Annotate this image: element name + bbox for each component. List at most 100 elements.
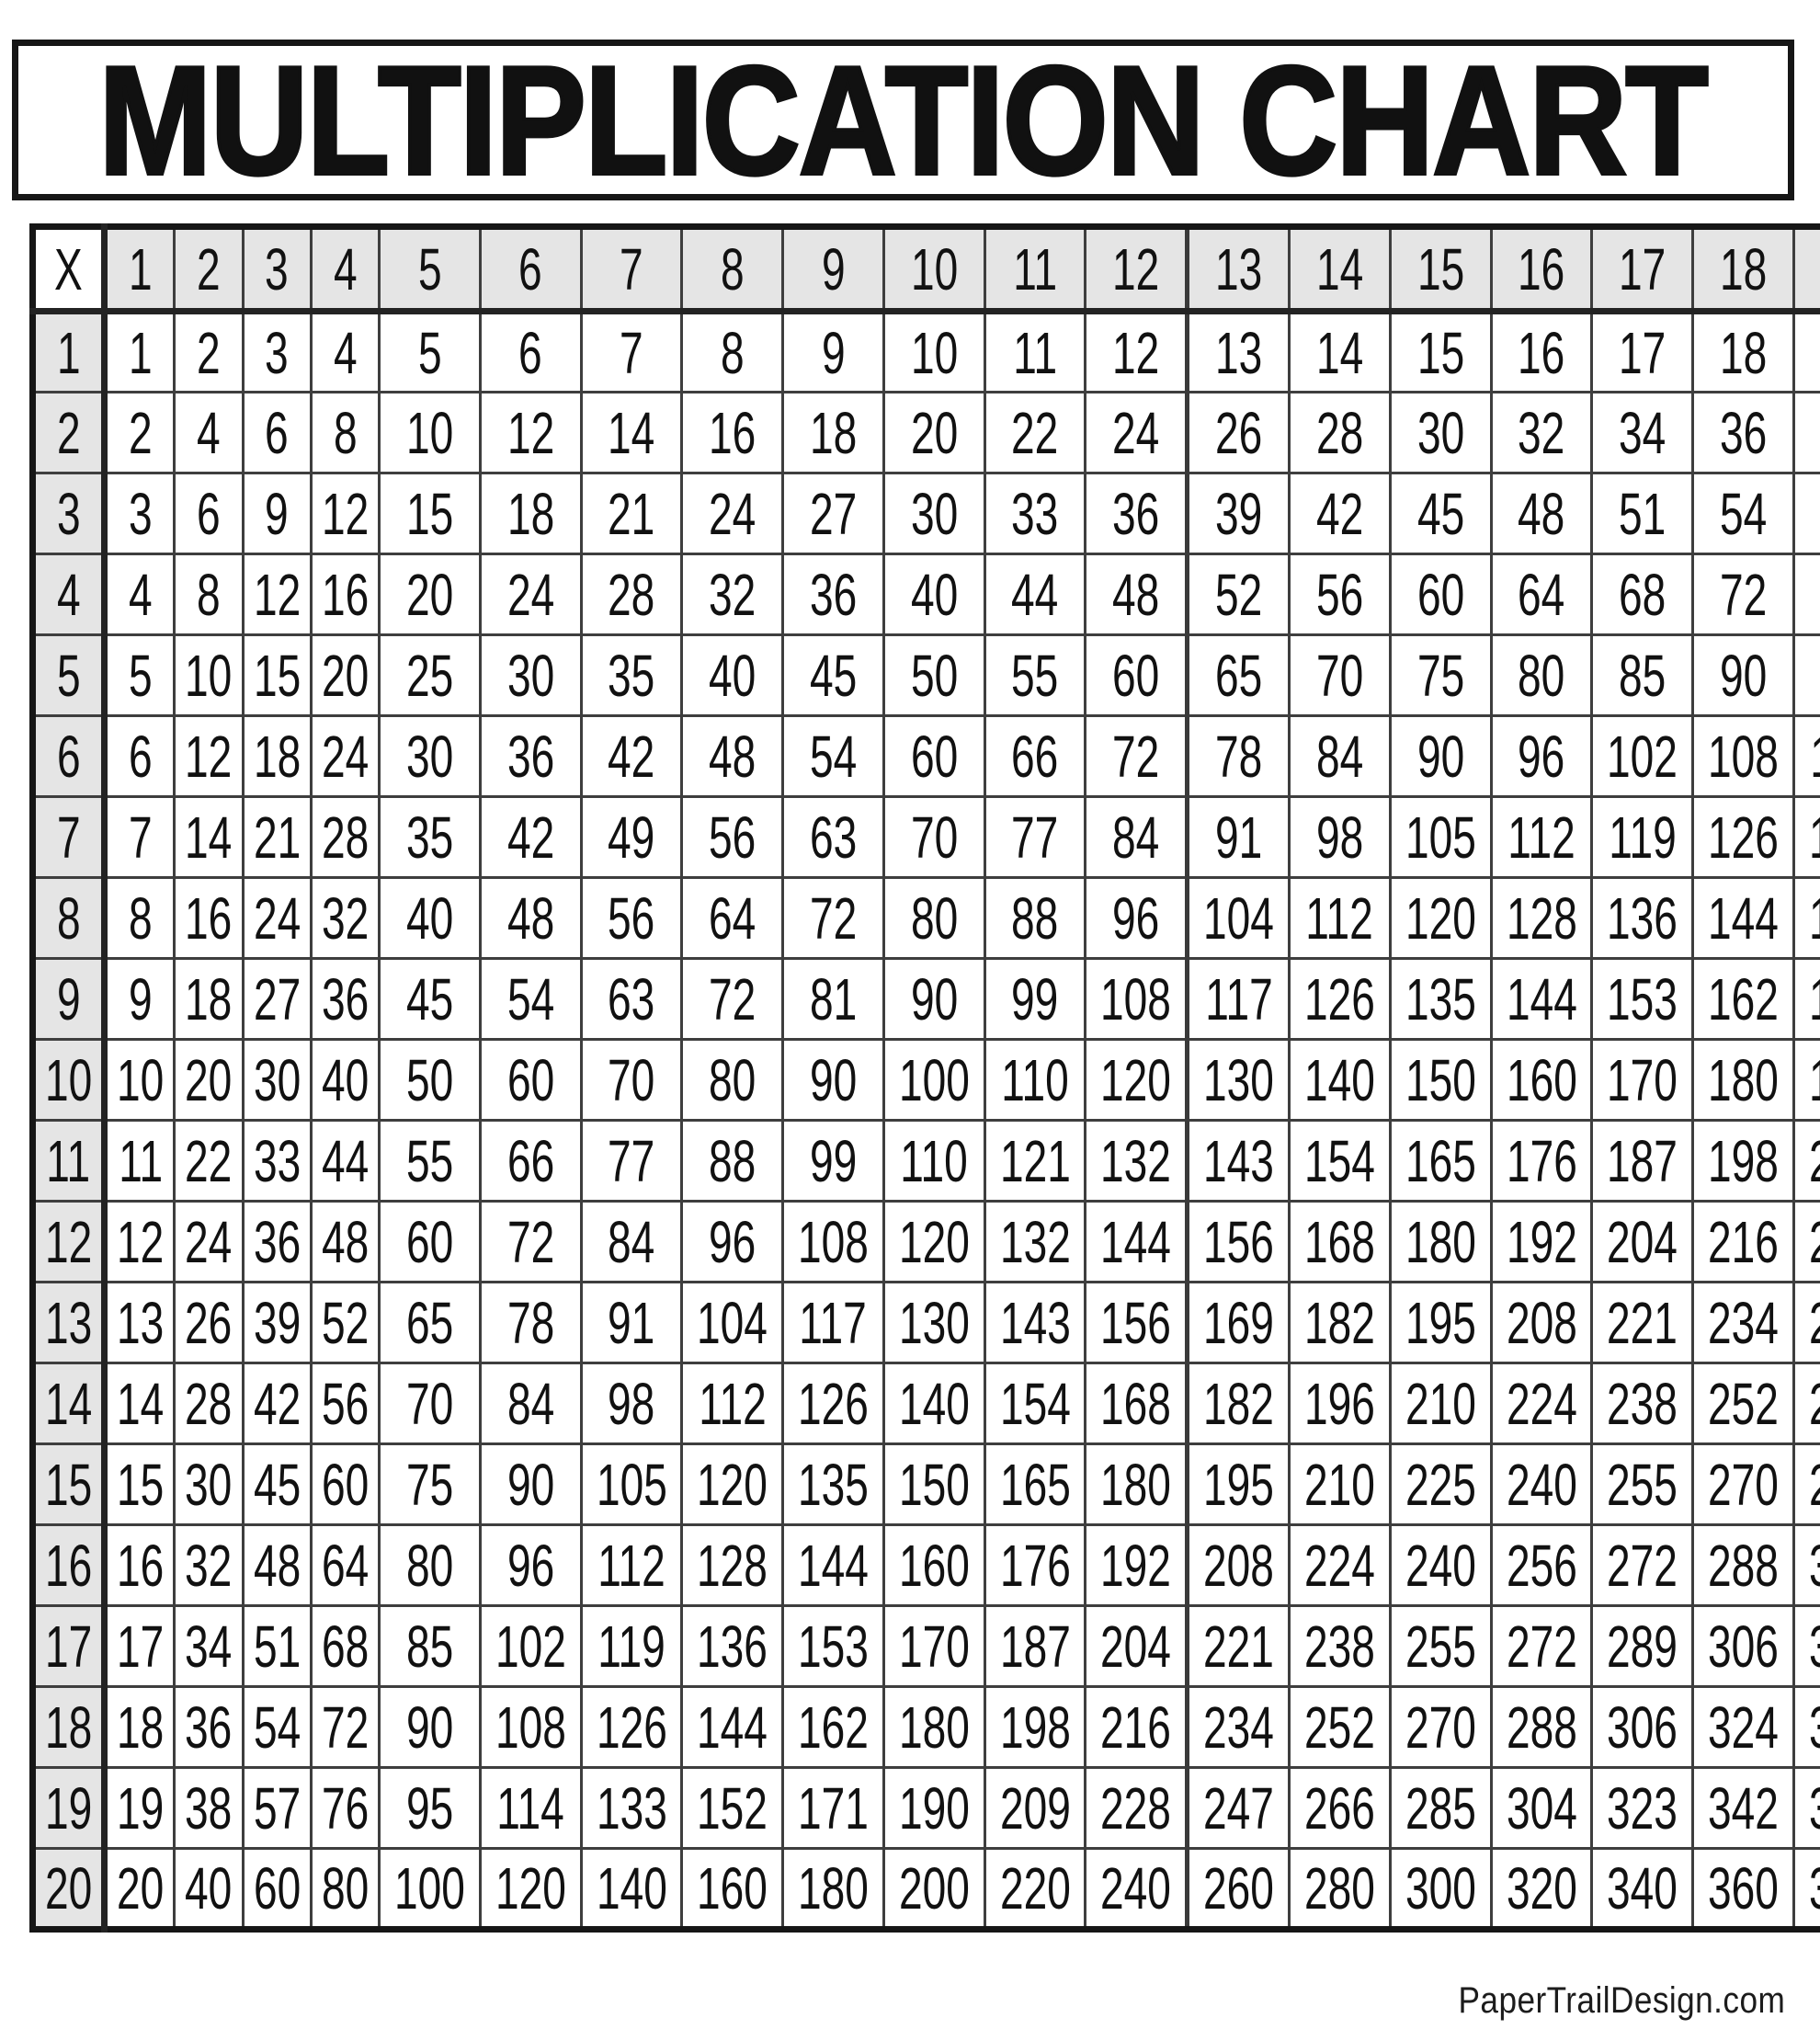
- product-cell-value: 12: [321, 480, 369, 547]
- product-cell-value: 52: [321, 1289, 369, 1356]
- product-cell-value: 12: [117, 1208, 165, 1275]
- product-cell: 180: [1691, 1038, 1795, 1122]
- product-cell: 156: [1185, 1200, 1291, 1283]
- product-cell: 48: [1084, 553, 1189, 636]
- product-cell-value: 28: [321, 804, 369, 871]
- product-cell: 40: [882, 553, 986, 636]
- product-cell: 60: [1084, 633, 1189, 717]
- product-cell: 30: [1388, 391, 1493, 474]
- product-cell-value: 70: [608, 1046, 655, 1113]
- product-cell-value: 30: [253, 1046, 301, 1113]
- product-cell-value: 28: [608, 561, 655, 628]
- product-cell: 108: [781, 1200, 885, 1283]
- product-cell-value: 90: [1719, 642, 1768, 709]
- product-cell-value: 95: [405, 1774, 453, 1841]
- product-cell: 126: [1287, 957, 1392, 1041]
- product-cell: 112: [1287, 876, 1392, 960]
- product-cell-value: 60: [321, 1451, 369, 1518]
- product-cell: 110: [882, 1119, 986, 1203]
- product-cell: 136: [1590, 876, 1695, 960]
- row-header-value: 15: [44, 1451, 93, 1518]
- product-cell-value: 14: [608, 399, 655, 466]
- product-cell-value: 32: [321, 884, 369, 952]
- product-cell-value: 78: [506, 1289, 554, 1356]
- product-cell-value: 13: [1214, 319, 1263, 386]
- table-row: 16 16 32 48 64 80 96 112 128 144 160 176 192 208 224 24…: [30, 1523, 1820, 1607]
- product-cell-value: 108: [1708, 723, 1779, 790]
- table-row: 66 12 18 24 30 36 42 48 54 60 66 72 78 84 90 96 102 108 11…: [30, 714, 1820, 798]
- product-cell-value: 120: [898, 1208, 970, 1275]
- product-cell: 247: [1185, 1766, 1291, 1850]
- product-cell: 288: [1691, 1523, 1795, 1607]
- product-cell: 135: [781, 1442, 885, 1526]
- product-cell: 209: [1792, 1119, 1820, 1203]
- product-cell: 30: [173, 1442, 245, 1526]
- product-cell-value: 380: [1809, 1859, 1820, 1918]
- product-cell: 36: [1084, 472, 1189, 555]
- product-cell: 285: [1792, 1442, 1820, 1526]
- product-cell-value: 2: [128, 399, 153, 466]
- product-cell: 21: [241, 795, 313, 879]
- product-cell-value: 288: [1506, 1693, 1577, 1761]
- product-cell-value: 168: [1100, 1370, 1172, 1437]
- product-cell-value: 34: [1619, 399, 1666, 466]
- column-header-value: 3: [265, 235, 289, 302]
- product-cell-value: 98: [1315, 804, 1363, 871]
- product-cell: 80: [377, 1523, 482, 1607]
- product-cell: 324: [1691, 1685, 1795, 1769]
- product-cell-value: 5: [128, 642, 153, 709]
- product-cell-value: 14: [117, 1370, 165, 1437]
- page-title: MULTIPLICATION CHART: [97, 40, 1711, 200]
- product-cell: 6: [241, 391, 313, 474]
- product-cell: 12: [103, 1200, 176, 1283]
- product-cell-value: 18: [185, 965, 233, 1032]
- product-cell-value: 56: [1315, 561, 1363, 628]
- product-cell: 144: [1691, 876, 1795, 960]
- product-cell-value: 216: [1708, 1208, 1779, 1275]
- table-row: 18 18 36 54 72 90 108 126 144 162 180 198 216 234 252 2…: [30, 1685, 1820, 1769]
- product-cell: 208: [1185, 1523, 1291, 1607]
- product-cell: 224: [1489, 1362, 1594, 1445]
- product-cell: 55: [983, 633, 1087, 717]
- product-cell-value: 132: [999, 1208, 1071, 1275]
- product-cell: 304: [1489, 1766, 1594, 1850]
- product-cell: 126: [579, 1685, 684, 1769]
- product-cell: 102: [478, 1604, 583, 1688]
- product-cell-value: 30: [185, 1451, 233, 1518]
- product-cell-value: 15: [117, 1451, 165, 1518]
- product-cell-value: 169: [1203, 1289, 1275, 1356]
- product-cell: 54: [241, 1685, 313, 1769]
- product-cell-value: 195: [1405, 1289, 1476, 1356]
- product-cell: 119: [579, 1604, 684, 1688]
- product-cell-value: 104: [1203, 884, 1275, 952]
- product-cell: 99: [983, 957, 1087, 1041]
- row-header: 2: [30, 391, 108, 474]
- product-cell: 187: [983, 1604, 1087, 1688]
- product-cell-value: 28: [185, 1370, 233, 1437]
- product-cell-value: 108: [1100, 965, 1172, 1032]
- product-cell: 84: [579, 1200, 684, 1283]
- product-cell: 96: [1084, 876, 1189, 960]
- product-cell: 252: [1691, 1362, 1795, 1445]
- row-header: 14: [30, 1362, 108, 1445]
- product-cell-value: 68: [321, 1613, 369, 1680]
- product-cell: 75: [1388, 633, 1493, 717]
- product-cell: 144: [1084, 1200, 1189, 1283]
- product-cell-value: 361: [1809, 1779, 1820, 1838]
- product-cell-value: 120: [697, 1451, 768, 1518]
- product-cell-value: 9: [821, 319, 846, 386]
- product-cell: 49: [579, 795, 684, 879]
- column-header-value: 8: [720, 235, 745, 302]
- product-cell: 221: [1590, 1281, 1695, 1364]
- product-cell-value: 220: [999, 1854, 1071, 1921]
- product-cell: 128: [1489, 876, 1594, 960]
- product-cell-value: 176: [1506, 1127, 1577, 1194]
- product-cell-value: 63: [809, 804, 858, 871]
- row-header-value: 2: [56, 399, 81, 466]
- column-header: 5: [377, 225, 482, 314]
- product-cell: 272: [1590, 1523, 1695, 1607]
- product-cell: 6: [478, 310, 583, 393]
- product-cell-value: 75: [1416, 642, 1464, 709]
- product-cell-value: 256: [1506, 1532, 1577, 1599]
- column-header: 9: [781, 225, 885, 314]
